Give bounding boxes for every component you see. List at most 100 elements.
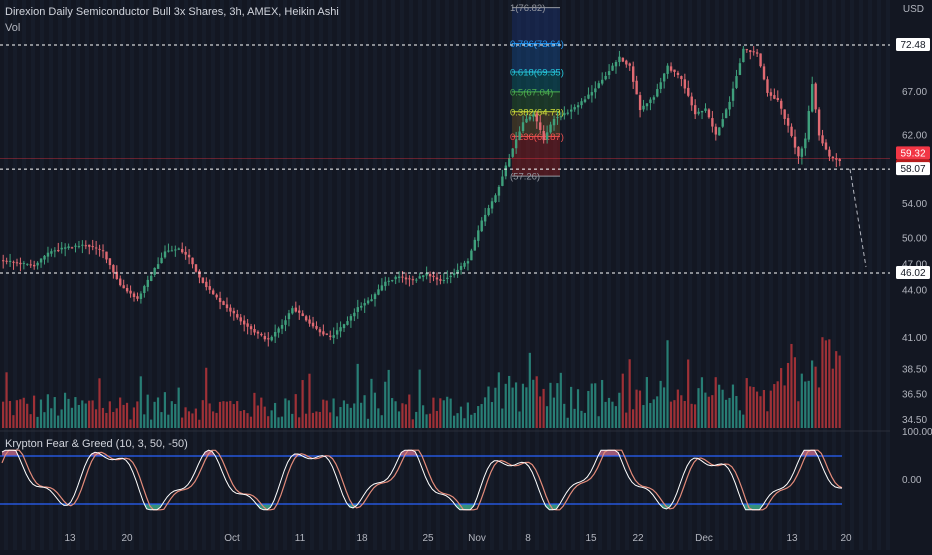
candle-body (769, 92, 773, 96)
candle-body (656, 89, 659, 97)
volume-bar (501, 408, 504, 428)
volume-bar (332, 398, 335, 428)
candle-body (125, 287, 129, 292)
candle-body (666, 65, 669, 74)
indicator-title: Krypton Fear & Greed (10, 3, 50, -50) (5, 438, 188, 450)
oscillator-line (1, 449, 843, 511)
candle-body (673, 69, 676, 72)
volume-bar (470, 414, 473, 428)
candle-body (63, 247, 67, 249)
candle-body (735, 76, 738, 88)
time-tick: 15 (585, 533, 597, 544)
candle-body (470, 250, 473, 261)
candle-body (139, 293, 143, 300)
fib-level-label: (57.26) (510, 172, 540, 183)
volume-bar (659, 380, 662, 428)
candle-body (360, 305, 363, 308)
volume-bar (714, 377, 717, 428)
candle-body (773, 95, 776, 99)
candle-body (638, 95, 642, 111)
volume-bar (311, 412, 315, 428)
volume-bar (477, 406, 480, 428)
candle-body (731, 88, 735, 101)
background-stripe (652, 0, 656, 550)
candle-body (790, 126, 793, 136)
volume-bar (342, 400, 346, 428)
candle-body (160, 257, 163, 264)
background-stripe (589, 0, 593, 550)
candle-body (501, 176, 504, 186)
candle-body (508, 158, 511, 167)
volume-bar (253, 392, 256, 428)
background-stripe (787, 0, 791, 550)
candle-body (112, 265, 115, 273)
candle-body (549, 124, 552, 133)
volume-bar (552, 397, 556, 428)
volume-bar (642, 405, 645, 428)
signal-line (1, 449, 843, 511)
candle-body (563, 113, 566, 116)
candle-body (260, 333, 263, 336)
volume-bar (301, 380, 304, 428)
volume-bar (242, 410, 246, 428)
time-tick: 13 (64, 533, 76, 544)
candle-body (53, 250, 57, 252)
candle-body (704, 108, 707, 111)
volume-bar (762, 389, 766, 428)
volume-bar (29, 414, 32, 428)
background-stripe (67, 0, 71, 550)
fib-level-label: 0.236(61.87) (510, 132, 564, 143)
volume-bar (63, 392, 67, 428)
candle-body (315, 325, 318, 329)
volume-bar (108, 401, 111, 428)
background-stripe (58, 0, 62, 550)
candle-body (566, 112, 569, 114)
background-stripe (553, 0, 557, 550)
candle-body (552, 118, 556, 126)
volume-bar (19, 399, 22, 428)
candle-body (422, 275, 425, 278)
background-stripe (751, 0, 755, 550)
volume-bar (298, 417, 301, 428)
volume-bar (273, 402, 277, 428)
candle-body (607, 71, 611, 75)
candle-body (212, 290, 215, 295)
candle-body (659, 82, 662, 89)
candle-body (828, 149, 831, 157)
candle-body (824, 142, 828, 150)
indicator-tick-0: 0.00 (902, 475, 922, 486)
volume-bar (205, 367, 208, 428)
volume-bar (459, 406, 463, 428)
background-stripe (778, 0, 782, 550)
volume-bar (94, 409, 98, 428)
volume-bar (325, 400, 328, 428)
candle-body (618, 56, 621, 63)
volume-bar (215, 412, 218, 428)
background-stripe (634, 0, 638, 550)
candle-body (60, 247, 63, 250)
background-stripe (220, 0, 224, 550)
candle-body (645, 103, 649, 107)
candle-body (628, 63, 631, 66)
fib-level-label: 1(76.82) (510, 3, 545, 14)
candle-body (184, 251, 187, 255)
volume-bar (339, 407, 342, 428)
price-tag (896, 162, 930, 176)
price-tick: 50.00 (902, 234, 927, 245)
candle-body (439, 279, 442, 281)
background-stripe (256, 0, 260, 550)
volume-bar (218, 401, 222, 428)
volume-bar (12, 415, 15, 428)
volume-bar (81, 400, 84, 428)
volume-bar (150, 419, 153, 428)
price-tag (896, 266, 930, 279)
volume-bar (335, 416, 339, 428)
background-stripe (157, 0, 161, 550)
candle-body (442, 279, 446, 281)
candle-body (728, 101, 731, 110)
candle-body (373, 294, 377, 300)
volume-bar (5, 372, 8, 428)
volume-bar (676, 389, 679, 428)
